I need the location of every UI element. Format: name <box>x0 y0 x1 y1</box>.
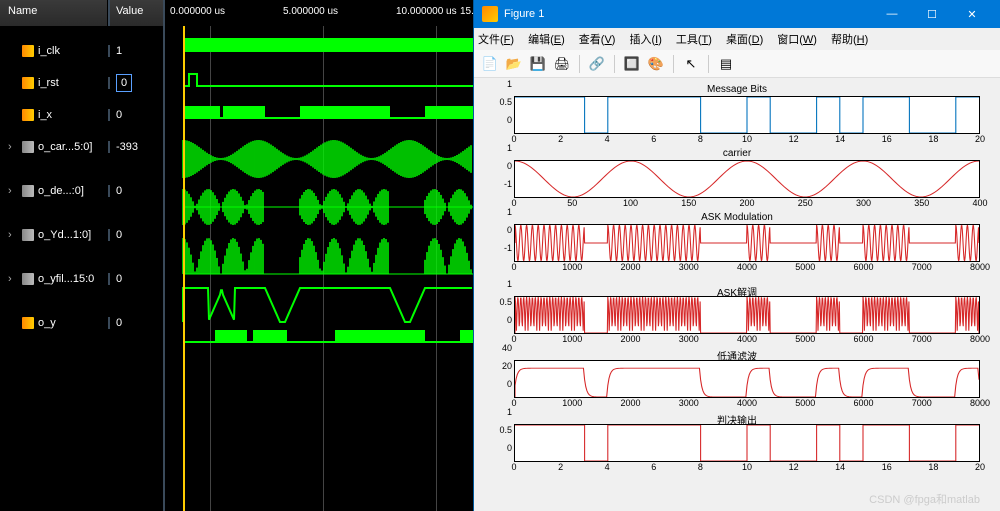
waveform-panel[interactable]: 0.000000 us 5.000000 us 10.000000 us15. <box>165 0 473 511</box>
signal-name: o_y <box>38 317 56 329</box>
print-button[interactable]: 🖨 <box>552 54 572 74</box>
header-value: Value <box>108 0 163 26</box>
cursor-button[interactable]: ↖ <box>681 54 701 74</box>
wire-icon <box>22 109 34 121</box>
signal-row[interactable]: o_y 0 <box>0 310 163 336</box>
matlab-figure-window: Figure 1 — ☐ ✕ 文件(F) 编辑(E) 查看(V) 插入(I) 工具(T)… <box>473 0 1000 511</box>
waveform-area[interactable] <box>165 26 473 511</box>
signal-name: i_x <box>38 109 52 121</box>
wire-icon <box>22 77 34 89</box>
wire-icon <box>22 45 34 57</box>
bus-icon <box>22 185 34 197</box>
signal-row[interactable]: ›o_Yd...1:0]0 <box>0 222 163 248</box>
time-marker: 0.000000 us <box>170 6 225 17</box>
time-marker: 5.000000 us <box>283 6 338 17</box>
subplot: Message Bits00.5102468101214161820 <box>488 84 986 146</box>
watermark: CSDN @fpga和matlab <box>869 491 980 507</box>
signal-value: 0 <box>116 185 122 197</box>
signal-name: o_Yd...1:0] <box>38 229 91 241</box>
subplot: 低通滤波020400100020003000400050006000700080… <box>488 348 986 410</box>
plot-area: Message Bits00.5102468101214161820carrie… <box>474 78 1000 511</box>
bus-icon <box>22 229 34 241</box>
signal-name: i_clk <box>38 45 60 57</box>
signal-row[interactable]: ›o_yfil...15:00 <box>0 266 163 292</box>
menu-item[interactable]: 桌面(D) <box>726 31 763 47</box>
cursor[interactable] <box>183 26 185 511</box>
signal-row[interactable]: ›o_de...:0]0 <box>0 178 163 204</box>
subplot: carrier-101050100150200250300350400 <box>488 148 986 210</box>
signal-value: 0 <box>116 229 122 241</box>
time-axis: 0.000000 us 5.000000 us 10.000000 us15. <box>165 0 473 26</box>
signal-name: o_de...:0] <box>38 185 84 197</box>
window-title: Figure 1 <box>504 8 872 20</box>
signal-name: o_yfil...15:0 <box>38 273 94 285</box>
signal-value: 0 <box>116 74 132 92</box>
plot-title: ASK Modulation <box>488 212 986 224</box>
time-marker: 10.000000 us <box>396 6 457 17</box>
menu-item[interactable]: 查看(V) <box>579 31 616 47</box>
plot-title: carrier <box>488 148 986 160</box>
signal-value: -393 <box>116 141 138 153</box>
legend-button[interactable]: ▤ <box>716 54 736 74</box>
bus-icon <box>22 141 34 153</box>
menu-item[interactable]: 帮助(H) <box>831 31 868 47</box>
menubar[interactable]: 文件(F) 编辑(E) 查看(V) 插入(I) 工具(T) 桌面(D) 窗口(W) 帮助(H) <box>474 28 1000 50</box>
menu-item[interactable]: 编辑(E) <box>528 31 565 47</box>
save-button[interactable]: 💾 <box>528 54 548 74</box>
signal-value: 1 <box>116 45 122 57</box>
matlab-icon <box>482 6 498 22</box>
signal-row[interactable]: i_x 0 <box>0 102 163 128</box>
rotate-button[interactable]: 🔲 <box>622 54 642 74</box>
link-button[interactable]: 🔗 <box>587 54 607 74</box>
menu-item[interactable]: 插入(I) <box>629 31 661 47</box>
minimize-button[interactable]: — <box>872 0 912 28</box>
maximize-button[interactable]: ☐ <box>912 0 952 28</box>
subplot: ASK Modulation-1010100020003000400050006… <box>488 212 986 274</box>
signal-name: o_car...5:0] <box>38 141 92 153</box>
plot-title: ASK解调 <box>488 284 986 296</box>
subplot: 判决输出00.5102468101214161820 <box>488 412 986 474</box>
bus-icon <box>22 273 34 285</box>
new-button[interactable]: 📄 <box>480 54 500 74</box>
menu-item[interactable]: 窗口(W) <box>777 31 817 47</box>
menu-item[interactable]: 工具(T) <box>676 31 712 47</box>
menu-item[interactable]: 文件(F) <box>478 31 514 47</box>
signal-value: 0 <box>116 273 122 285</box>
plot-title: 判决输出 <box>488 412 986 424</box>
subplot: ASK解调00.51010002000300040005000600070008… <box>488 284 986 346</box>
titlebar[interactable]: Figure 1 — ☐ ✕ <box>474 0 1000 28</box>
plot-title: Message Bits <box>488 84 986 96</box>
open-button[interactable]: 📂 <box>504 54 524 74</box>
signal-panel: Name Value i_clk1i_rst0i_x0›o_car...5:0]… <box>0 0 165 511</box>
toolbar[interactable]: 📄📂💾🖨 🔗 🔲🎨 ↖ ▤ <box>474 50 1000 78</box>
wire-icon <box>22 317 34 329</box>
signal-name: i_rst <box>38 77 59 89</box>
plot-title: 低通滤波 <box>488 348 986 360</box>
signal-value: 0 <box>116 109 122 121</box>
signal-value: 0 <box>116 317 122 329</box>
colorbar-button[interactable]: 🎨 <box>646 54 666 74</box>
signal-row[interactable]: i_clk 1 <box>0 38 163 64</box>
signal-row[interactable]: ›o_car...5:0]-393 <box>0 134 163 160</box>
signal-list: i_clk1i_rst0i_x0›o_car...5:0]-393›o_de..… <box>0 26 163 511</box>
signal-row[interactable]: i_rst 0 <box>0 70 163 96</box>
time-marker: 15. <box>460 6 473 17</box>
signal-header: Name Value <box>0 0 163 26</box>
header-name: Name <box>0 0 108 26</box>
close-button[interactable]: ✕ <box>952 0 992 28</box>
